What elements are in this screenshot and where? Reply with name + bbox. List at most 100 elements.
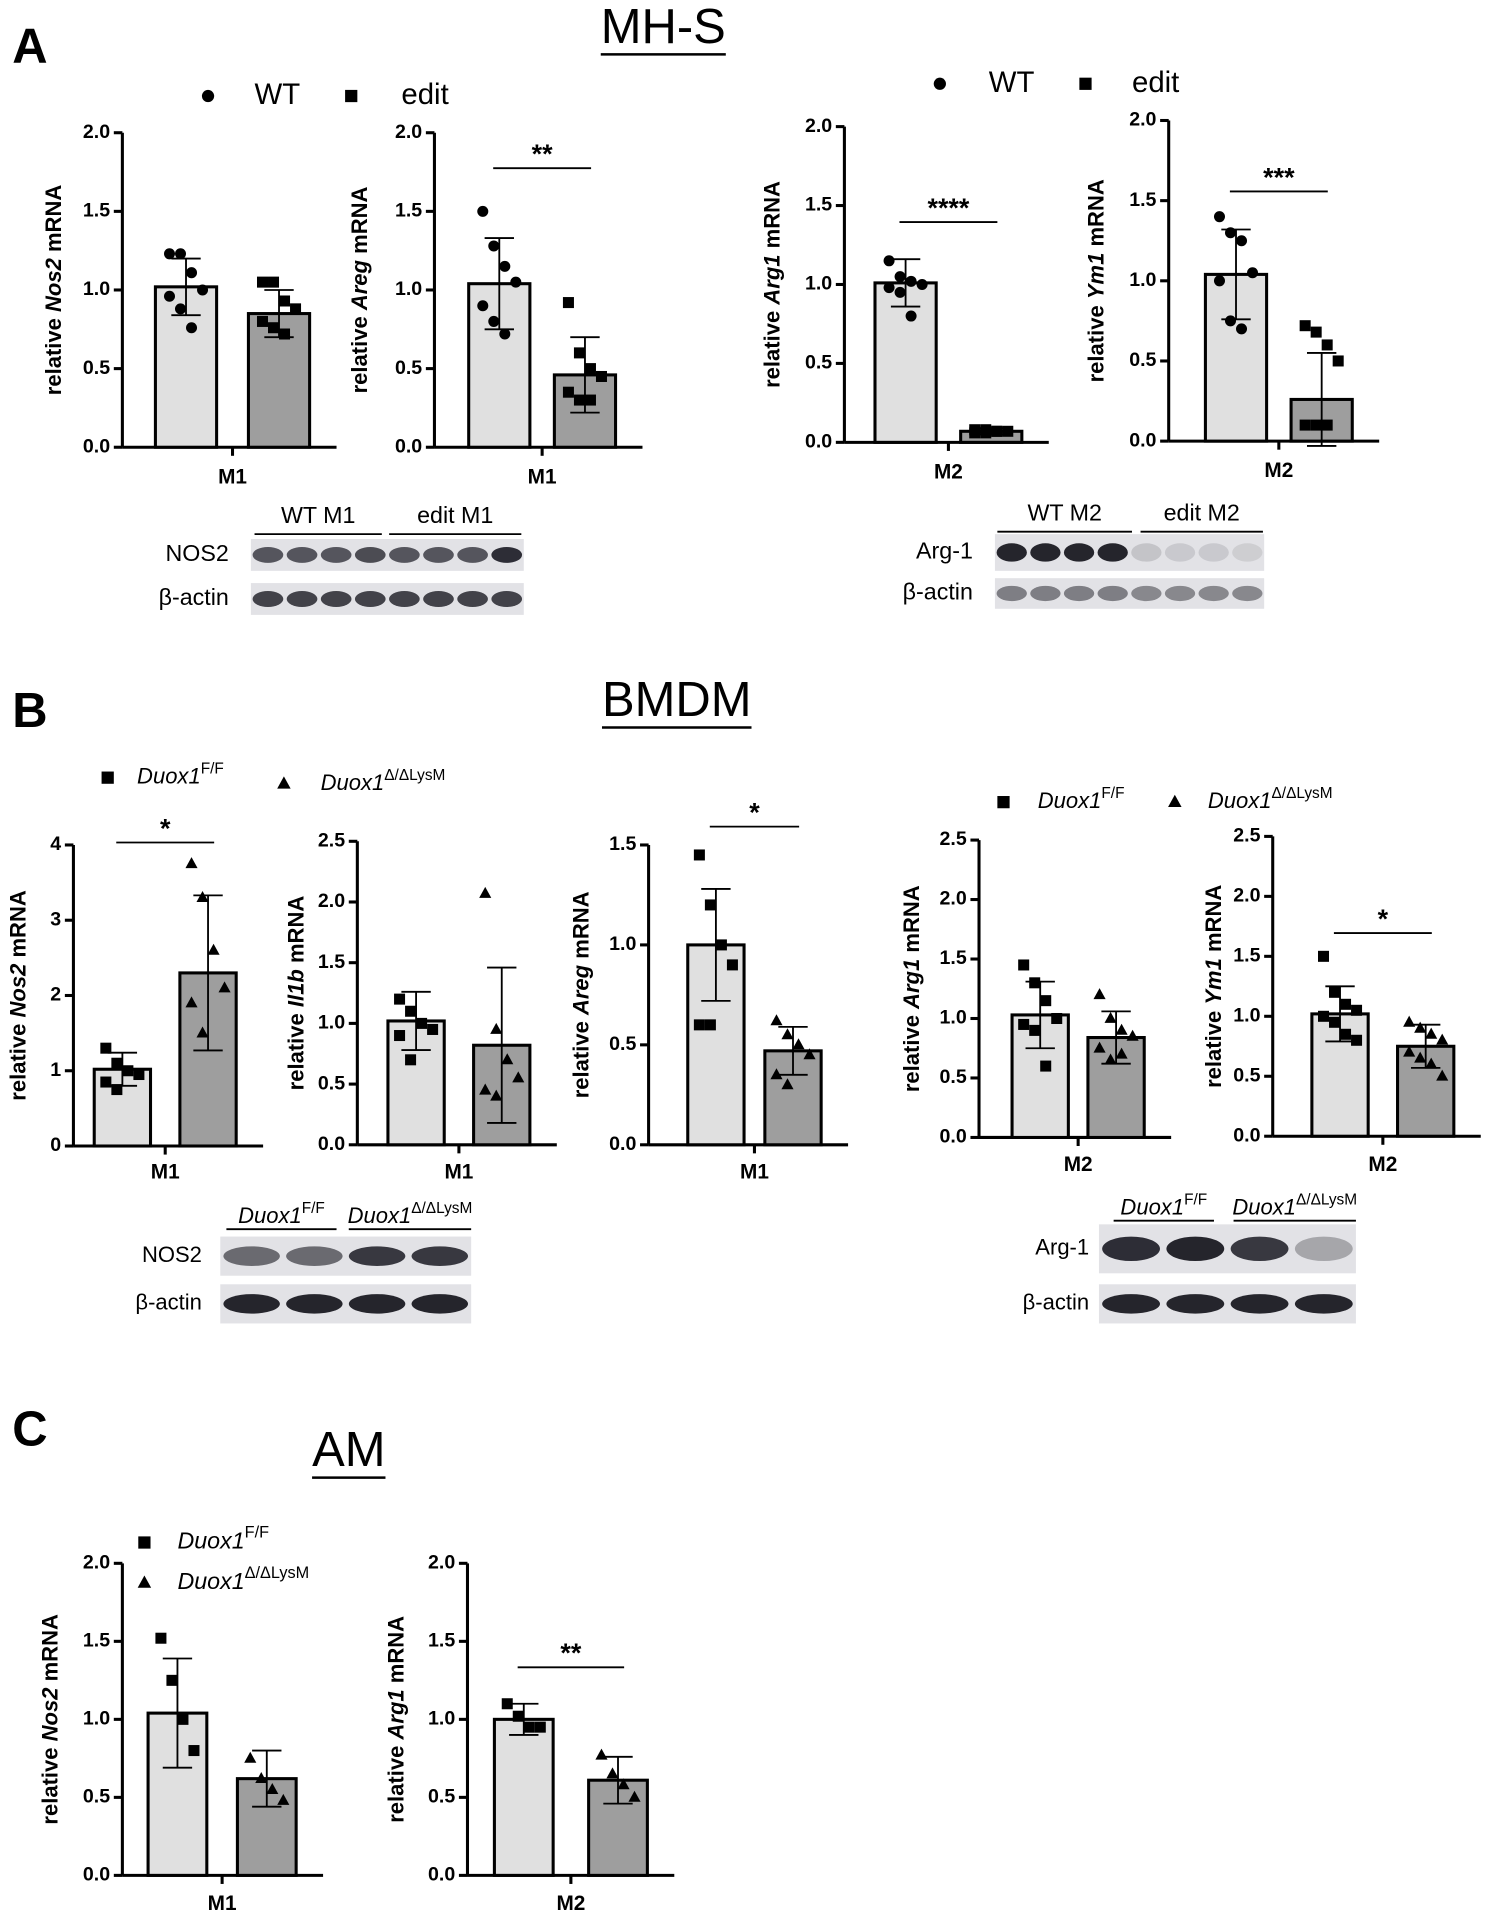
y-tick-label: 1.0 [428, 1708, 455, 1730]
data-point [512, 1710, 524, 1722]
blot-band [1097, 585, 1128, 602]
y-axis-label-part: Il1b [283, 969, 308, 1007]
y-tick-label: 0.0 [83, 1864, 110, 1886]
data-point [693, 849, 705, 861]
data-point [512, 1071, 525, 1083]
data-point [416, 1017, 428, 1029]
data-point [477, 205, 489, 217]
y-tick-label: 2.0 [83, 121, 110, 143]
panel-letter: A [12, 19, 47, 73]
data-point [1403, 1015, 1416, 1027]
blot-band [457, 591, 488, 607]
data-point [174, 248, 187, 260]
y-axis-label-part: Arg1 [759, 254, 784, 305]
blot-group-label: Duox1F/F [1120, 1191, 1207, 1219]
data-point [595, 370, 607, 382]
blot-group-label-part: F/F [302, 1200, 325, 1217]
data-point [163, 290, 175, 302]
data-point [100, 1042, 112, 1054]
blot-row-label: β-actin [903, 579, 973, 605]
data-point [196, 1026, 209, 1038]
y-axis-label: relative Nos2 mRNA [37, 1614, 62, 1825]
blot-group-label-part: WT M1 [281, 502, 355, 528]
data-point [111, 1084, 123, 1096]
blot-band [1198, 543, 1229, 562]
data-point [479, 886, 492, 898]
data-point [490, 1089, 503, 1101]
legend-label-part: F/F [1101, 785, 1124, 802]
data-point [1436, 1069, 1449, 1081]
y-axis-label-part: Nos2 [41, 257, 66, 312]
data-point [1093, 1041, 1106, 1053]
blot-band [320, 546, 352, 563]
y-axis-label-part: Ym1 [1084, 253, 1109, 300]
y-axis-label: relative Nos2 mRNA [41, 185, 66, 396]
blot-group-label-part: Duox1 [1120, 1194, 1184, 1219]
data-point [1414, 1021, 1427, 1033]
blot-band [223, 1294, 280, 1314]
data-point [1321, 419, 1333, 431]
data-point [1425, 1057, 1438, 1069]
data-point [523, 1721, 535, 1733]
y-tick-label: 1.5 [83, 200, 110, 222]
y-axis-label-part: mRNA [283, 896, 308, 969]
data-point [405, 1054, 417, 1066]
data-point [488, 240, 500, 252]
y-tick-label: 0.5 [318, 1072, 345, 1094]
data-point [1436, 1033, 1449, 1045]
blot-group-label-part: Δ/ΔLysM [1296, 1191, 1357, 1208]
y-tick-label: 1.5 [1129, 189, 1156, 211]
data-point [1018, 1018, 1030, 1030]
y-tick-label: 2 [50, 984, 61, 1006]
y-axis-label-part: Ym1 [1201, 958, 1226, 1005]
data-point [628, 1790, 641, 1802]
blot-band [996, 585, 1027, 602]
y-tick-label: 0.0 [318, 1133, 345, 1155]
significance-label: * [160, 813, 171, 843]
y-tick-label: 2.5 [940, 828, 967, 850]
data-point [715, 939, 727, 951]
data-point [207, 943, 220, 955]
data-point [980, 427, 992, 439]
y-tick-label: 2.0 [395, 121, 422, 143]
y-tick-label: 0.0 [1233, 1124, 1260, 1146]
data-point [290, 303, 302, 315]
significance-label: **** [927, 193, 969, 223]
blot-band [1102, 1236, 1160, 1262]
data-point [490, 1022, 503, 1034]
blot-band [1102, 1294, 1160, 1314]
blot-band [1131, 543, 1162, 562]
data-point [155, 1632, 167, 1644]
x-tick-label: M1 [740, 1160, 769, 1183]
panel-letter: B [12, 684, 47, 738]
data-point [256, 315, 269, 327]
blot-group-label: Duox1F/F [238, 1200, 325, 1228]
y-tick-label: 2.0 [428, 1551, 455, 1573]
panel-title: MH-S [601, 0, 726, 54]
legend-label: edit [401, 78, 448, 111]
legend-marker [138, 1536, 151, 1549]
y-axis-label-part: mRNA [41, 185, 66, 258]
y-tick-label: 1.5 [83, 1630, 110, 1652]
x-tick-label: M2 [556, 1892, 585, 1915]
data-point [704, 1019, 716, 1031]
blot-band [411, 1246, 469, 1266]
blot-band [320, 591, 352, 607]
data-point [479, 1083, 492, 1095]
y-axis-label: relative Ym1 mRNA [1084, 179, 1109, 382]
legend-label: Duox1F/F [1038, 785, 1125, 813]
y-tick-label: 1.0 [1233, 1004, 1260, 1026]
y-axis-label-part: mRNA [347, 186, 372, 259]
data-point [277, 1793, 290, 1805]
significance-label: ** [560, 1638, 581, 1668]
y-tick-label: 2.5 [318, 829, 345, 851]
blot-band [1164, 585, 1196, 602]
data-point [122, 1065, 134, 1077]
data-point [1318, 1010, 1330, 1022]
data-point [1126, 1029, 1139, 1041]
data-point [111, 1057, 123, 1069]
data-point [501, 1698, 513, 1710]
data-point [185, 857, 198, 869]
y-tick-label: 1.5 [940, 947, 967, 969]
